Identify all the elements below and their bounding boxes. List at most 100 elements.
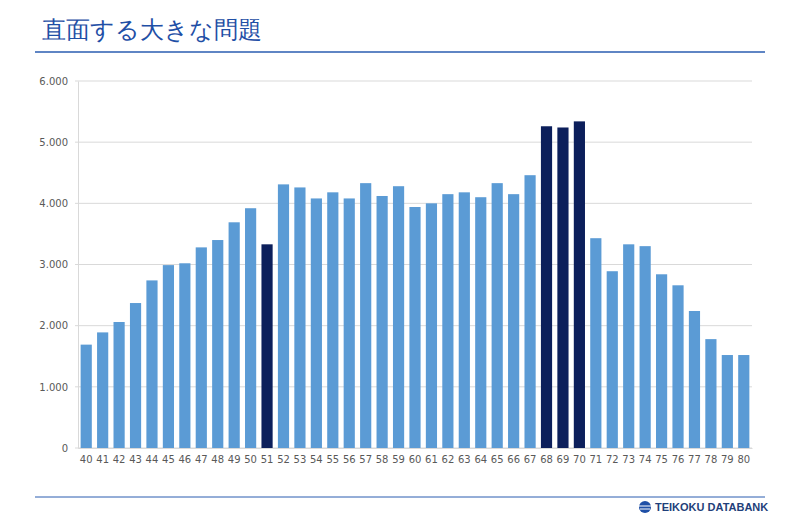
x-tick-label: 44	[146, 454, 159, 465]
logo-icon	[639, 501, 651, 513]
x-tick-label: 58	[376, 454, 389, 465]
x-tick-label: 49	[228, 454, 241, 465]
x-tick: 68	[540, 448, 553, 465]
x-tick: 47	[195, 448, 208, 465]
bar	[672, 285, 683, 448]
x-tick-label: 70	[573, 454, 586, 465]
bar	[163, 265, 174, 448]
x-tick: 44	[146, 448, 159, 465]
x-tick-label: 41	[96, 454, 109, 465]
bar	[360, 183, 371, 448]
x-tick-label: 66	[507, 454, 520, 465]
bar	[229, 222, 240, 448]
x-tick: 60	[409, 448, 422, 465]
x-tick: 71	[589, 448, 602, 465]
x-tick-label: 57	[359, 454, 372, 465]
grid-line	[75, 142, 752, 143]
bars	[81, 121, 750, 448]
bar	[442, 194, 453, 448]
title: 直面する大きな問題	[42, 16, 262, 44]
x-tick-label: 69	[557, 454, 570, 465]
x-tick-label: 47	[195, 454, 208, 465]
x-tick: 77	[688, 448, 701, 465]
y-tick: 6.000	[39, 76, 78, 87]
x-tick-label: 63	[458, 454, 471, 465]
x-tick-label: 80	[737, 454, 750, 465]
x-tick: 61	[425, 448, 438, 465]
bar	[130, 303, 141, 448]
x-tick: 42	[113, 448, 126, 465]
x-tick-label: 62	[442, 454, 455, 465]
x-tick: 76	[672, 448, 685, 465]
grid	[75, 81, 752, 448]
x-tick: 66	[507, 448, 520, 465]
x-tick-label: 48	[211, 454, 224, 465]
bar	[738, 355, 749, 448]
x-tick: 48	[211, 448, 224, 465]
x-tick-label: 71	[589, 454, 602, 465]
x-tick-label: 51	[261, 454, 274, 465]
logo: TEIKOKU DATABANK	[639, 501, 768, 513]
x-tick-label: 54	[310, 454, 323, 465]
y-tick-label: 4.000	[39, 198, 68, 209]
x-tick-label: 46	[178, 454, 191, 465]
x-tick-label: 53	[294, 454, 307, 465]
x-axis-line	[79, 448, 753, 449]
bar	[179, 263, 190, 448]
y-tick: 1.000	[39, 382, 78, 393]
x-tick: 69	[557, 448, 570, 465]
y-tick: 3.000	[39, 259, 78, 270]
y-tick-label: 6.000	[39, 76, 68, 87]
x-tick-label: 74	[639, 454, 652, 465]
x-tick-label: 67	[524, 454, 537, 465]
footer-rule	[35, 497, 765, 498]
x-tick-label: 68	[540, 454, 553, 465]
x-tick: 55	[326, 448, 339, 465]
x-tick: 67	[524, 448, 537, 465]
title-rule	[35, 51, 765, 53]
x-tick-label: 56	[343, 454, 356, 465]
bar	[146, 280, 157, 448]
x-tick: 50	[244, 448, 257, 465]
x-tick: 58	[376, 448, 389, 465]
y-tick-label: 2.000	[39, 320, 68, 331]
bar	[278, 184, 289, 448]
bar	[294, 187, 305, 448]
x-tick-label: 78	[705, 454, 718, 465]
bar	[97, 332, 108, 448]
bar	[245, 208, 256, 448]
x-tick: 52	[277, 448, 290, 465]
bar	[705, 339, 716, 448]
bar	[689, 311, 700, 448]
bar	[344, 198, 355, 448]
x-tick: 74	[639, 448, 652, 465]
bar	[212, 240, 223, 448]
bar	[261, 244, 272, 448]
y-axis-line	[78, 82, 79, 449]
x-tick: 51	[261, 448, 274, 465]
x-tick-label: 64	[474, 454, 487, 465]
x-tick: 43	[129, 448, 142, 465]
y-tick-label: 5.000	[39, 137, 68, 148]
x-tick-label: 72	[606, 454, 619, 465]
y-tick: 0	[62, 443, 78, 454]
bar	[607, 271, 618, 448]
x-tick: 73	[622, 448, 635, 465]
logo-icon-stripe	[639, 506, 651, 509]
x-tick: 45	[162, 448, 175, 465]
x-axis: 4041424344454647484950515253545556575859…	[79, 448, 753, 465]
logo-text: TEIKOKU DATABANK	[655, 501, 768, 513]
x-tick: 72	[606, 448, 619, 465]
bar	[640, 246, 651, 448]
bar	[590, 238, 601, 448]
x-tick: 62	[442, 448, 455, 465]
x-tick-label: 61	[425, 454, 438, 465]
bar	[311, 198, 322, 448]
bar	[377, 196, 388, 448]
x-tick-label: 59	[392, 454, 405, 465]
x-tick-label: 75	[655, 454, 668, 465]
x-tick: 56	[343, 448, 356, 465]
chart: 直面する大きな問題 0 1.000 2.000 3.000 4.000 5.000 6.000…	[0, 0, 800, 532]
y-tick: 2.000	[39, 320, 78, 331]
bar	[623, 244, 634, 448]
